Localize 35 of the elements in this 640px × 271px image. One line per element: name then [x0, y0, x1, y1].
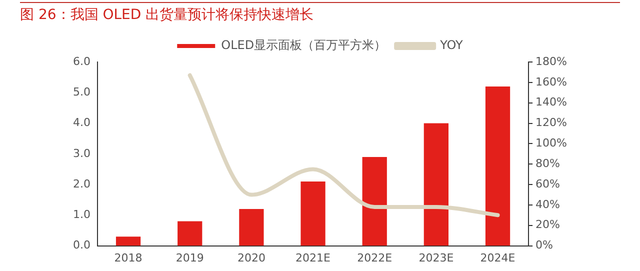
y-tick-label: 5.0: [72, 85, 90, 98]
bar: [239, 209, 264, 246]
legend-label: OLED显示面板（百万平方米）: [221, 38, 386, 52]
y-tick-label: 2.0: [72, 177, 90, 190]
x-tick-label: 2024E: [480, 251, 516, 264]
bar: [362, 156, 387, 246]
y-tick-label: 6.0: [72, 54, 90, 68]
x-tick-label: 2018: [114, 251, 142, 264]
y2-tick-label: 120%: [536, 116, 568, 130]
y-tick-label: 3.0: [72, 146, 90, 160]
y2-tick-label: 0%: [536, 238, 554, 252]
y-tick-label: 1.0: [72, 208, 90, 222]
y2-tick-label: 40%: [536, 198, 560, 211]
bar: [300, 181, 326, 246]
x-tick-label: 2021E: [296, 251, 331, 264]
y2-tick-label: 60%: [536, 177, 560, 190]
bar: [178, 221, 202, 246]
y2-tick-label: 100%: [536, 136, 568, 150]
y2-tick-label: 180%: [536, 54, 568, 68]
x-tick-label: 2022E: [357, 251, 392, 264]
x-tick-label: 2020: [237, 251, 266, 264]
y-tick-label: 4.0: [72, 116, 90, 130]
x-tick-label: 2023E: [418, 251, 454, 264]
y2-tick-label: 20%: [536, 218, 560, 232]
legend-label: YOY: [439, 38, 464, 52]
bar: [485, 86, 510, 246]
y2-tick-label: 160%: [536, 75, 568, 88]
chart-title: 图 26：我国 OLED 出货量预计将保持快速增长: [20, 2, 620, 24]
y-tick-label: 0.0: [72, 238, 90, 252]
line-series: [188, 73, 500, 218]
x-tick-label: 2019: [176, 251, 204, 264]
bar: [424, 123, 448, 246]
y2-tick-label: 80%: [536, 156, 560, 170]
y2-tick-label: 140%: [536, 96, 568, 109]
bar: [116, 236, 141, 246]
